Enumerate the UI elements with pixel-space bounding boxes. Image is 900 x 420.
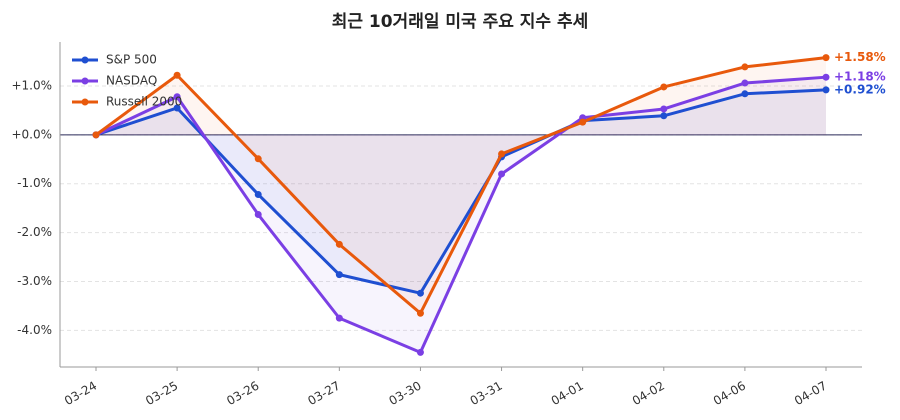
data-point [254,211,262,219]
x-tick-label: 03-31 [468,379,505,409]
x-tick-label: 03-30 [386,379,423,409]
data-point [498,150,506,158]
x-tick-label: 03-24 [62,379,99,409]
data-point [660,105,668,113]
legend-marker [81,98,89,106]
data-point [660,112,668,120]
data-point [173,93,181,101]
data-point [254,155,262,163]
series-area [96,57,826,314]
data-point [335,240,343,248]
data-point [416,348,424,356]
x-tick-label: 03-26 [224,379,261,409]
data-point [335,271,343,279]
x-tick-label: 04-02 [630,379,667,409]
data-point [335,314,343,322]
x-tick-label: 04-07 [792,379,829,409]
y-tick-label: +1.0% [11,78,52,92]
data-point [741,63,749,71]
x-tick-label: 03-27 [305,379,342,409]
data-point [173,71,181,79]
legend-marker [81,77,89,85]
legend-label: NASDAQ [106,74,157,88]
x-tick-label: 04-06 [711,379,748,409]
data-point [822,86,830,94]
series-line [95,56,827,315]
x-tick-label: 04-01 [549,379,586,409]
data-label: +0.92% [834,82,886,96]
y-tick-label: +0.0% [11,127,52,141]
data-point [173,104,181,112]
legend-marker [81,56,89,64]
series-line [95,75,827,354]
legend-label: S&P 500 [106,53,157,67]
series-area [96,89,826,294]
series-area [96,77,826,353]
data-point [416,309,424,317]
data-label: +1.18% [834,70,886,84]
data-point [660,83,668,91]
x-tick-label: 03-25 [143,379,180,409]
chart-title: 최근 10거래일 미국 주요 지수 추세 [332,12,589,32]
data-point [92,131,100,139]
series-line [95,88,827,295]
data-point [579,118,587,126]
y-tick-label: -2.0% [17,225,52,239]
y-tick-label: -3.0% [17,274,52,288]
data-point [741,90,749,98]
data-point [498,170,506,178]
legend-label: Russell 2000 [106,95,182,109]
data-point [822,54,830,62]
data-point [822,73,830,81]
data-point [254,190,262,198]
y-tick-label: -4.0% [17,323,52,337]
data-point [741,79,749,87]
y-tick-label: -1.0% [17,176,52,190]
data-label: +1.58% [834,50,886,64]
data-point [416,289,424,297]
